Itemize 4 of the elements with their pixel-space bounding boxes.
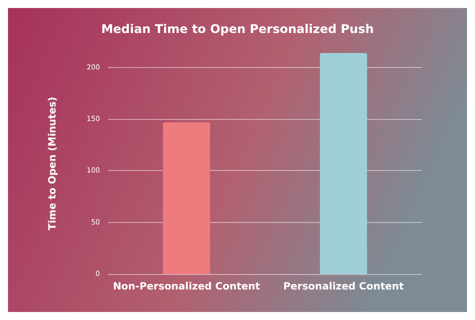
x-tick-label: Personalized Content bbox=[283, 282, 404, 292]
x-tick-label: Non-Personalized Content bbox=[112, 282, 260, 292]
y-axis-title: Time to Open (Minutes) bbox=[48, 96, 58, 230]
chart-title: Median Time to Open Personalized Push bbox=[101, 22, 374, 36]
